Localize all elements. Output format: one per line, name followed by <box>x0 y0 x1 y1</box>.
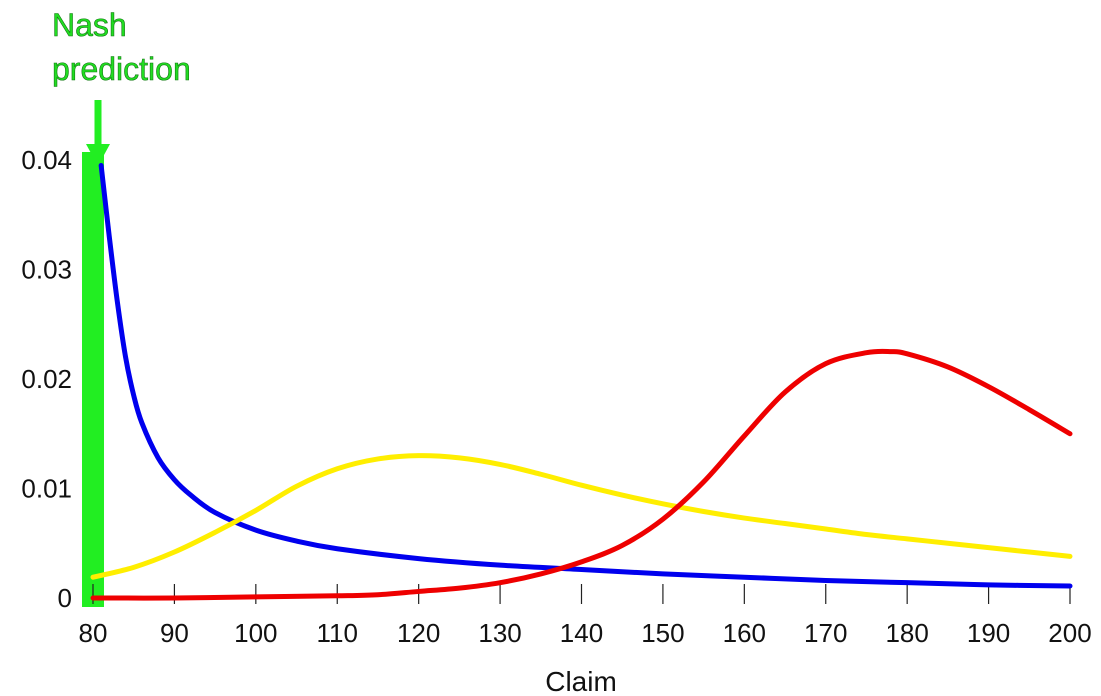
x-tick-label: 110 <box>317 618 358 648</box>
series-yellow-line <box>90 453 1073 580</box>
x-tick-label: 200 <box>1048 618 1091 648</box>
y-tick-label: 0.03 <box>21 255 72 285</box>
series-blue-line <box>98 162 1073 589</box>
x-tick-label: 120 <box>397 618 440 648</box>
series-lines <box>90 162 1073 601</box>
nash-annotation-line-1: Nash <box>52 7 127 43</box>
y-tick-label: 0.02 <box>21 364 72 394</box>
nash-annotation-line-2: prediction <box>52 51 191 87</box>
nash-arrow-head <box>86 144 110 166</box>
axes: 80 90 100 110 120 130 140 150 160 170 180 190 200 0 0.… <box>21 145 1091 696</box>
nash-annotation: Nash prediction <box>52 7 191 607</box>
x-tick-label: 100 <box>234 618 277 648</box>
nash-prediction-bar <box>82 152 104 607</box>
x-tick-label: 80 <box>79 618 108 648</box>
x-tick-label: 190 <box>967 618 1010 648</box>
x-axis-label: Claim <box>545 666 617 696</box>
x-tick-label: 150 <box>641 618 684 648</box>
x-tick-label: 140 <box>560 618 603 648</box>
x-tick-label: 130 <box>478 618 521 648</box>
x-tick-label: 90 <box>160 618 189 648</box>
y-tick-label: 0 <box>58 583 72 613</box>
y-tick-label: 0.01 <box>21 474 72 504</box>
x-tick-label: 180 <box>885 618 928 648</box>
x-tick-label: 170 <box>804 618 847 648</box>
series-red-line <box>90 348 1073 601</box>
x-tick-label: 160 <box>723 618 766 648</box>
y-tick-label: 0.04 <box>21 145 72 175</box>
